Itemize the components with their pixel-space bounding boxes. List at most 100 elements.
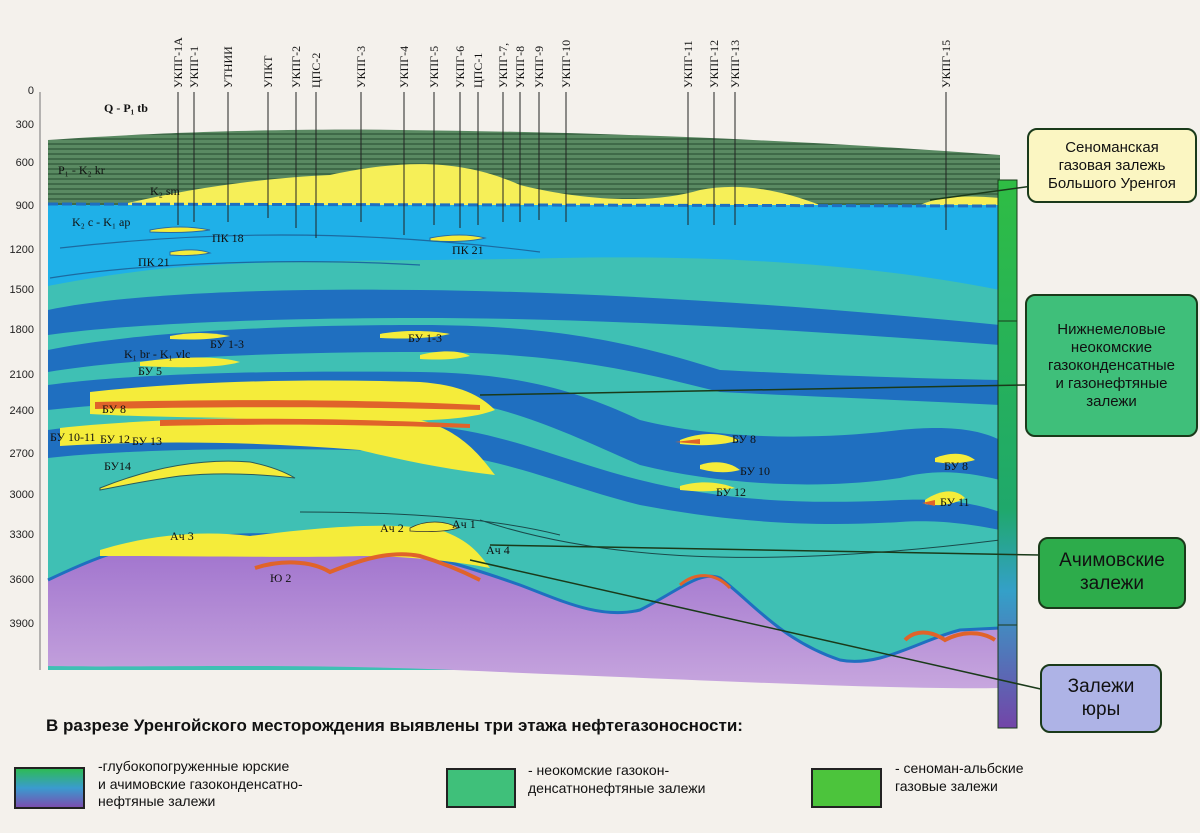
neocomian-band-3 [48, 371, 1000, 485]
label-yu2: Ю 2 [270, 571, 291, 585]
label-bu12-right: БУ 12 [716, 485, 746, 499]
cenoman-gas-deposit-right [920, 196, 1000, 205]
well-label-ukpg-8: УКПГ-8 [513, 46, 527, 88]
well-lines [177, 92, 947, 238]
depth-axis: 0 300 600 900 1200 1500 1800 2100 2400 2… [10, 85, 41, 670]
legend-text-jurassic: -глубокопогруженные юрские и ачимовские … [98, 758, 303, 809]
well-label-ukpg-10: УКПГ-10 [559, 40, 573, 88]
depth-tick-1800: 1800 [10, 324, 34, 336]
depth-tick-2700: 2700 [10, 448, 34, 460]
well-label-ukpg-9: УКПГ-9 [532, 46, 546, 88]
label-bu8-right: БУ 8 [732, 432, 756, 446]
bu5-yellow [140, 357, 240, 368]
depth-tick-1500: 1500 [10, 284, 34, 296]
depth-tick-3000: 3000 [10, 489, 34, 501]
stratigraphic-scale-bar [997, 179, 1018, 729]
label-bu10-11: БУ 10-11 [50, 430, 96, 444]
depth-tick-300: 300 [16, 119, 34, 131]
yu2-oil [254, 552, 481, 582]
well-label-ukpg-12: УКПГ-12 [707, 40, 721, 88]
well-label-ukpg-4: УКПГ-4 [397, 46, 411, 88]
label-k2sm: K₂ sm [150, 184, 181, 198]
depth-tick-3600: 3600 [10, 574, 34, 586]
layer-labels: Q - P₁ tb P₁ - K₂ kr K₂ sm K₂ c - K₁ ap … [50, 101, 970, 585]
well-label-ukpg-1a: УКПГ-1А [171, 37, 185, 88]
cenomanian-thin-lines [49, 234, 541, 279]
well-label-ukpg-5: УКПГ-5 [427, 46, 441, 88]
label-ach2: Ач 2 [380, 521, 404, 535]
neocomian-band-4 [48, 420, 1000, 530]
label-q-p1tb: Q - P₁ tb [104, 101, 148, 115]
callout-jurassic-deposits: Залежи юры [1040, 664, 1162, 733]
well-label-ukpg-1: УКПГ-1 [187, 46, 201, 88]
bu-lower-yellow [60, 417, 495, 475]
label-pk18: ПК 18 [212, 231, 244, 245]
basement-jurassic [48, 534, 1000, 689]
thin-horizon-lines [299, 511, 1001, 558]
label-bu12: БУ 12 [100, 432, 130, 446]
well-label-ukpg-6: УКПГ-6 [453, 46, 467, 88]
jurassic-oil-b [903, 630, 997, 643]
label-bu8-far: БУ 8 [944, 459, 968, 473]
well-label-cps-2: ЦПС-2 [309, 53, 323, 88]
cenomanian-blue-band [48, 205, 1000, 290]
label-bu13-left: БУ 1-3 [210, 337, 244, 351]
label-ach1: Ач 1 [452, 517, 476, 531]
legend-text-neocomian: - неокомские газокон- денсатнонефтяные з… [528, 762, 706, 796]
pk21-lens-a [169, 249, 212, 257]
label-ach4: Ач 4 [486, 543, 510, 557]
well-label-cps-1: ЦПС-1 [471, 53, 485, 88]
depth-tick-3900: 3900 [10, 618, 34, 630]
label-bu13-right: БУ 1-3 [408, 331, 442, 345]
depth-tick-2400: 2400 [10, 405, 34, 417]
label-bu11-far: БУ 11 [940, 495, 970, 509]
label-pk21-left: ПК 21 [138, 255, 170, 269]
bu11-far-oil [922, 500, 935, 506]
pk18-lens [149, 226, 211, 234]
bu12-right [680, 482, 735, 492]
bu10-right [700, 462, 740, 473]
well-label-ukpg-2: УКПГ-2 [289, 46, 303, 88]
callout-achimov-deposits: Ачимовские залежи [1038, 537, 1186, 609]
upper-quaternary [48, 92, 1000, 155]
well-label-utnii: УТНИИ [221, 46, 235, 88]
achimov-yellow [100, 525, 490, 568]
well-label-ukpg-11: УКПГ-11 [681, 40, 695, 88]
well-label-ukpg-3: УКПГ-3 [354, 46, 368, 88]
well-label-ukpg-7: УКПГ-7, [496, 43, 510, 88]
label-bu8: БУ 8 [102, 402, 126, 416]
jurassic-oil-a [679, 574, 732, 590]
summary-title: В разрезе Уренгойского месторождения выя… [46, 716, 743, 735]
bu-oil-2 [160, 418, 470, 428]
bu13-yellow-a [170, 333, 230, 340]
depth-tick-900: 900 [16, 200, 34, 212]
callout-neocomian-deposits: Нижнемеловые неокомские газоконденсатные… [1025, 294, 1198, 437]
callout-connectors [469, 184, 1046, 691]
well-label-ukpg-15: УКПГ-15 [939, 40, 953, 88]
depth-tick-600: 600 [16, 157, 34, 169]
well-label-ukpg-13: УКПГ-13 [728, 40, 742, 88]
well-labels: УКПГ-1А УКПГ-1 УТНИИ УПКТ УКПГ-2 ЦПС-2 У… [171, 37, 953, 88]
neocomian-band-2 [48, 325, 1000, 405]
legend-text-cenoman: - сеноман-альбские газовые залежи [895, 760, 1024, 794]
legend-swatch-cenoman [811, 768, 882, 808]
depth-tick-2100: 2100 [10, 369, 34, 381]
depth-tick-0: 0 [28, 85, 34, 97]
depth-tick-1200: 1200 [10, 244, 34, 256]
well-label-upkt: УПКТ [261, 55, 275, 88]
label-k2c-k1ap: K₂ c - K₁ ap [72, 215, 130, 229]
gas-water-contact [47, 202, 1001, 208]
neocomian-band-1 [48, 289, 1000, 345]
bu8-oil [95, 400, 480, 410]
bu13-yellow-c [420, 351, 470, 360]
label-k1br-k1vlc: K₁ br - K₁ vlc [124, 347, 190, 361]
depth-tick-3300: 3300 [10, 529, 34, 541]
label-bu5: БУ 5 [138, 364, 162, 378]
bu8-far [935, 453, 975, 464]
bu14-lens [99, 460, 296, 491]
callout-cenoman-gas: Сеноманская газовая залежь Большого Урен… [1027, 128, 1197, 203]
cenoman-gas-deposit [120, 164, 820, 205]
label-bu13: БУ 13 [132, 434, 162, 448]
label-p1-k2kr: P₁ - K₂ kr [58, 163, 105, 177]
